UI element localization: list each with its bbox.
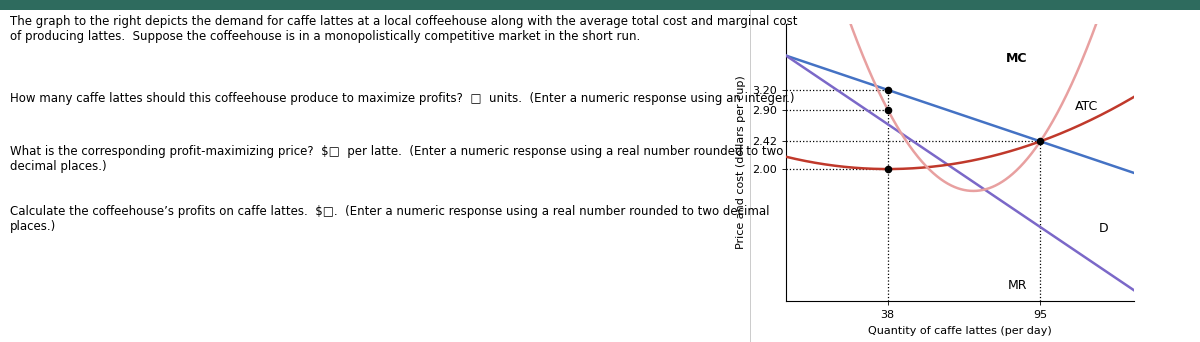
Text: D: D xyxy=(1099,222,1109,235)
Text: How many caffe lattes should this coffeehouse produce to maximize profits?  □  u: How many caffe lattes should this coffee… xyxy=(10,92,794,105)
Text: MC: MC xyxy=(1006,52,1027,65)
Point xyxy=(1031,139,1050,144)
Text: Calculate the coffeehouse’s profits on caffe lattes.  $□.  (Enter a numeric resp: Calculate the coffeehouse’s profits on c… xyxy=(10,205,769,233)
Point xyxy=(878,87,898,93)
Y-axis label: Price and cost (dollars per cup): Price and cost (dollars per cup) xyxy=(737,76,746,249)
Text: The graph to the right depicts the demand for caffe lattes at a local coffeehous: The graph to the right depicts the deman… xyxy=(10,15,797,43)
Point xyxy=(878,166,898,172)
Text: ATC: ATC xyxy=(1075,100,1098,113)
X-axis label: Quantity of caffe lattes (per day): Quantity of caffe lattes (per day) xyxy=(868,326,1052,336)
Point xyxy=(878,107,898,113)
Text: What is the corresponding profit-maximizing price?  $□  per latte.  (Enter a num: What is the corresponding profit-maximiz… xyxy=(10,145,782,173)
Text: MR: MR xyxy=(1008,279,1027,292)
